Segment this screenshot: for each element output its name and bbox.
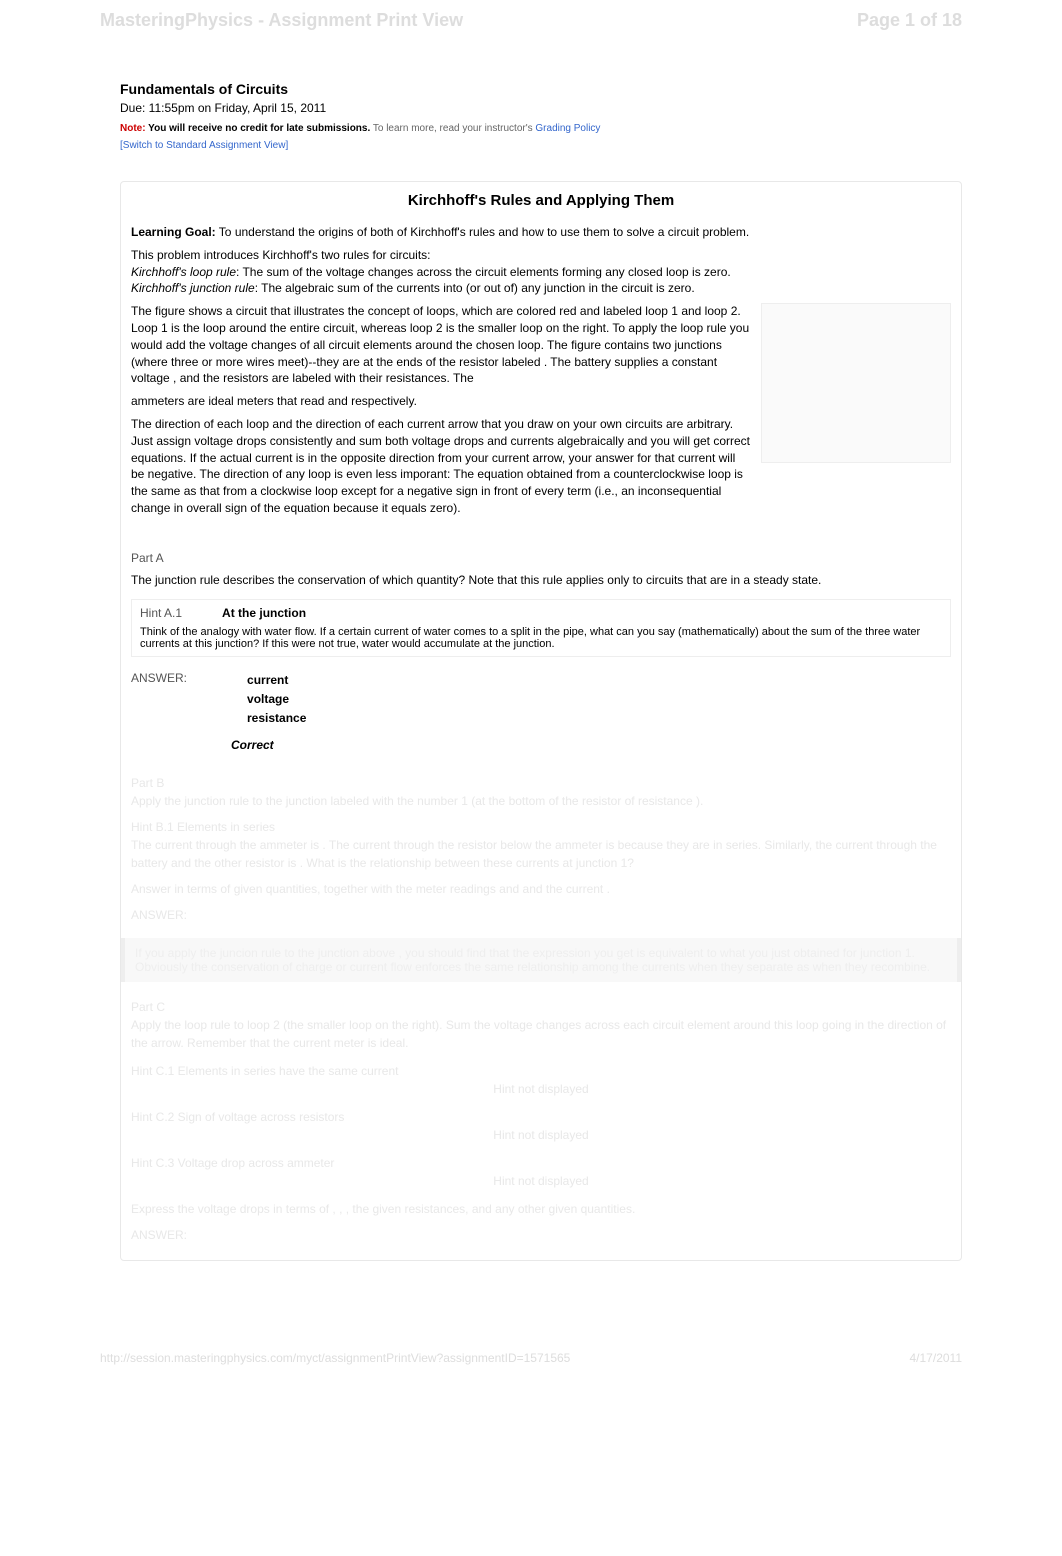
loop-rule-text: : The sum of the voltage changes across … bbox=[236, 265, 731, 279]
learning-goal: Learning Goal: To understand the origins… bbox=[131, 224, 951, 241]
loop-rule: Kirchhoff's loop rule: The sum of the vo… bbox=[131, 264, 951, 281]
note-line: Note: You will receive no credit for lat… bbox=[120, 123, 962, 134]
faded-c2-notdisplayed: Hint not displayed bbox=[131, 1126, 951, 1144]
faded-content-2: Part C Apply the loop rule to loop 2 (th… bbox=[121, 992, 961, 1250]
learning-goal-label: Learning Goal: bbox=[131, 225, 216, 239]
assignment-title: Fundamentals of Circuits bbox=[120, 81, 962, 97]
hint-a1-box: Hint A.1 At the junction Think of the an… bbox=[131, 599, 951, 657]
direction-text: The direction of each loop and the direc… bbox=[131, 416, 751, 517]
note-prefix: Note: bbox=[120, 123, 146, 134]
footer-date: 4/17/2011 bbox=[910, 1351, 963, 1365]
faded-c-express: Express the voltage drops in terms of , … bbox=[131, 1200, 951, 1218]
faded-band: If you apply the juncion rule to the jun… bbox=[121, 938, 961, 982]
intro-text: This problem introduces Kirchhoff's two … bbox=[131, 247, 951, 264]
junction-rule-text: : The algebraic sum of the currents into… bbox=[255, 281, 695, 295]
faded-c3-notdisplayed: Hint not displayed bbox=[131, 1172, 951, 1190]
answer-options: current voltage resistance bbox=[247, 671, 306, 729]
faded-b-hint-text: The current through the ammeter is . The… bbox=[131, 836, 951, 872]
part-a-question: The junction rule describes the conserva… bbox=[121, 569, 961, 591]
figure-text-2: ammeters are ideal meters that read and … bbox=[131, 393, 751, 410]
faded-part-b-label: Part B bbox=[131, 774, 951, 792]
option-current[interactable]: current bbox=[247, 671, 306, 690]
hint-a1-label: Hint A.1 bbox=[140, 606, 182, 620]
junction-rule: Kirchhoff's junction rule: The algebraic… bbox=[131, 280, 951, 297]
faded-b-answer: ANSWER: bbox=[131, 906, 951, 924]
main-section: Kirchhoff's Rules and Applying Them Lear… bbox=[120, 181, 962, 1261]
header-right: Page 1 of 18 bbox=[857, 10, 962, 31]
due-date: Due: 11:55pm on Friday, April 15, 2011 bbox=[120, 101, 962, 115]
option-resistance[interactable]: resistance bbox=[247, 709, 306, 728]
faded-content: Part B Apply the junction rule to the ju… bbox=[121, 768, 961, 930]
faded-c1-notdisplayed: Hint not displayed bbox=[131, 1080, 951, 1098]
note-rest: To learn more, read your instructor's bbox=[370, 123, 535, 134]
correct-label: Correct bbox=[231, 738, 951, 752]
faded-c-question: Apply the loop rule to loop 2 (the small… bbox=[131, 1016, 951, 1052]
switch-view-link[interactable]: [Switch to Standard Assignment View] bbox=[120, 140, 962, 151]
option-voltage[interactable]: voltage bbox=[247, 690, 306, 709]
learning-goal-text: To understand the origins of both of Kir… bbox=[216, 225, 749, 239]
figure-text-1: The figure shows a circuit that illustra… bbox=[131, 303, 751, 387]
junction-rule-name: Kirchhoff's junction rule bbox=[131, 281, 255, 295]
faded-b-express: Answer in terms of given quantities, tog… bbox=[131, 880, 951, 898]
faded-hint-c2: Hint C.2 Sign of voltage across resistor… bbox=[131, 1108, 951, 1126]
note-bold: You will receive no credit for late subm… bbox=[146, 123, 371, 134]
loop-rule-name: Kirchhoff's loop rule bbox=[131, 265, 236, 279]
faded-part-c-label: Part C bbox=[131, 998, 951, 1016]
header-left: MasteringPhysics - Assignment Print View bbox=[100, 10, 463, 31]
circuit-figure bbox=[761, 303, 951, 463]
grading-policy-link[interactable]: Grading Policy bbox=[535, 123, 600, 134]
faded-hint-b1: Hint B.1 Elements in series bbox=[131, 818, 951, 836]
section-title: Kirchhoff's Rules and Applying Them bbox=[121, 192, 961, 209]
hint-a1-title: At the junction bbox=[222, 606, 306, 620]
faded-hint-c1: Hint C.1 Elements in series have the sam… bbox=[131, 1062, 951, 1080]
footer-url: http://session.masteringphysics.com/myct… bbox=[100, 1351, 570, 1365]
answer-label: ANSWER: bbox=[131, 671, 187, 729]
faded-c-answer: ANSWER: bbox=[131, 1226, 951, 1244]
hint-a1-text: Think of the analogy with water flow. If… bbox=[140, 626, 942, 650]
faded-hint-c3: Hint C.3 Voltage drop across ammeter bbox=[131, 1154, 951, 1172]
faded-b-question: Apply the junction rule to the junction … bbox=[131, 792, 951, 810]
part-a-label: Part A bbox=[121, 547, 961, 569]
